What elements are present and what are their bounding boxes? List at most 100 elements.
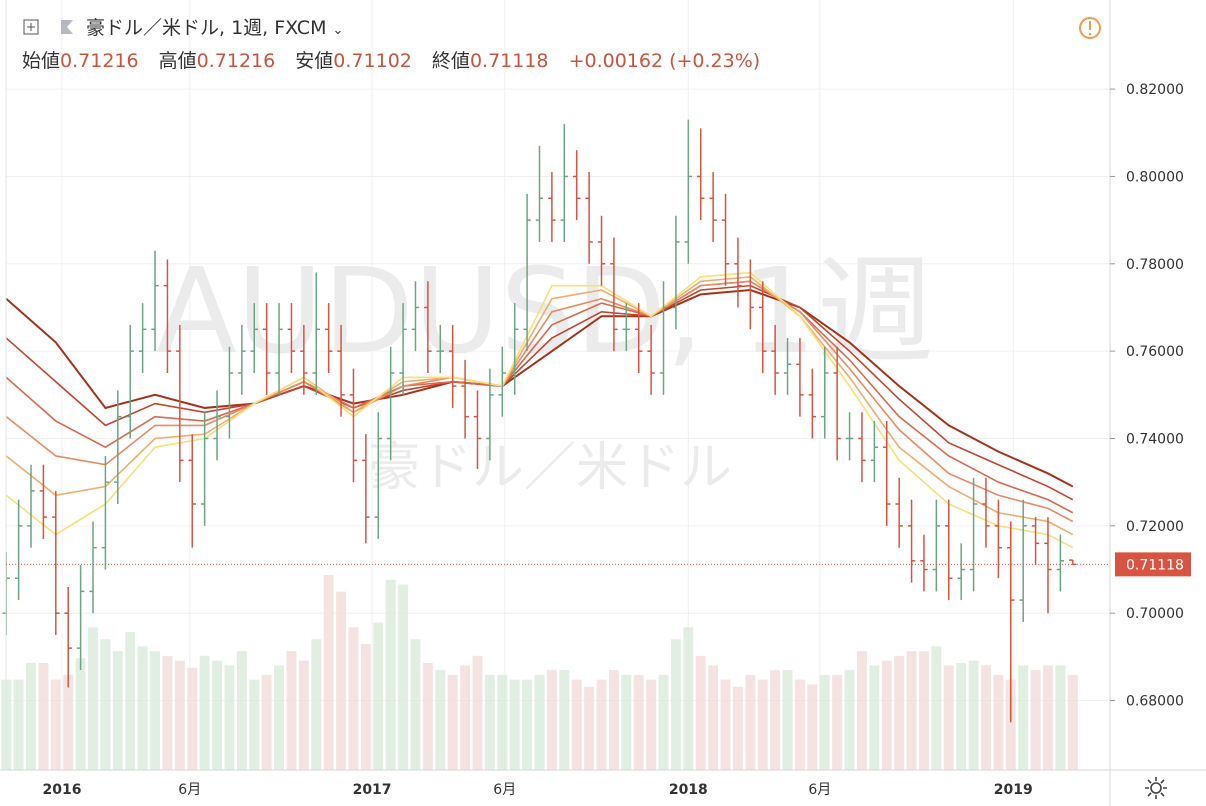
volume-bar (360, 643, 371, 770)
volume-bar (199, 655, 210, 770)
volume-bar (286, 651, 297, 770)
volume-bar (435, 670, 446, 770)
volume-bar (472, 655, 483, 770)
x-tick-label: 6月 (178, 782, 201, 798)
volume-bar (844, 670, 855, 770)
volume-bar (943, 665, 954, 770)
volume-bar (807, 684, 818, 770)
y-tick-label: 0.78000 (1126, 257, 1184, 273)
volume-bar (794, 679, 805, 770)
volume-bar (385, 579, 396, 770)
volume-bar (348, 627, 359, 770)
x-tick-label: 2018 (669, 782, 708, 798)
volume-bar (919, 651, 929, 770)
collapse-button[interactable] (23, 19, 39, 35)
volume-bar (236, 651, 247, 770)
volume-bar (447, 674, 458, 770)
settings-icon[interactable] (1145, 777, 1167, 799)
volume-bar (298, 660, 309, 770)
y-tick-label: 0.70000 (1126, 606, 1184, 622)
volume-bar (708, 665, 719, 770)
moving-average (5, 271, 1074, 549)
y-tick-label: 0.82000 (1126, 82, 1184, 98)
alert-icon[interactable] (1079, 17, 1101, 39)
volume-bar (732, 686, 743, 770)
ribbons (5, 271, 1074, 549)
value: 0.71118 (469, 50, 549, 72)
symbol[interactable]: 豪ドル／米ドル, 1週, FXCM ⌄ (86, 13, 343, 40)
volume-bar (162, 655, 173, 770)
volume (1, 575, 1078, 770)
volume-bar (274, 665, 285, 770)
volume-bar (187, 667, 198, 770)
moving-average (5, 276, 1074, 536)
volume-bar (881, 660, 892, 770)
volume-bar (869, 665, 880, 770)
volume-bar (559, 670, 570, 770)
volume-bar (1005, 679, 1016, 770)
volume-bar (1018, 665, 1029, 770)
volume-bar (224, 665, 235, 770)
volume-bar (509, 679, 520, 770)
volume-bar (1043, 665, 1053, 770)
volume-bar (323, 575, 334, 770)
ohlc-header: 始値0.71216 高値0.71216 安値0.71102 終値0.71118 … (22, 46, 774, 73)
volume-bar (410, 639, 421, 770)
value: 0.71216 (60, 50, 139, 72)
volume-bar (150, 651, 160, 770)
x-tick-label: 2016 (43, 782, 82, 798)
volume-bar (646, 679, 657, 770)
moving-average (5, 280, 1074, 523)
volume-bar (63, 674, 74, 770)
volume-bar (596, 679, 607, 770)
volume-bar (1067, 674, 1078, 770)
moving-average (5, 288, 1074, 488)
volume-bar (137, 646, 148, 770)
value: 0.71102 (333, 50, 412, 72)
label: 始値 (22, 50, 61, 72)
volume-bar (460, 665, 471, 770)
volume-bar (100, 639, 111, 770)
volume-bar (832, 674, 843, 770)
price-label: 0.71118 (1126, 557, 1184, 573)
volume-bar (968, 660, 979, 770)
volume-bar (956, 662, 967, 770)
volume-bar (819, 674, 830, 770)
volume-bar (621, 674, 632, 770)
volume-bar (546, 670, 557, 770)
volume-bar (745, 674, 756, 770)
volume-bar (770, 670, 781, 770)
price-label-box (1115, 552, 1191, 577)
y-tick-label: 0.68000 (1126, 694, 1184, 710)
x-tick-label: 6月 (493, 782, 516, 798)
volume-bar (856, 651, 867, 770)
moving-average (5, 284, 1074, 501)
x-tick-label: 2019 (994, 782, 1033, 798)
collapse-button (27, 23, 35, 31)
x-tick-label: 2017 (353, 782, 392, 798)
volume-bar (782, 670, 793, 770)
volume-bar (50, 679, 61, 770)
volume-bar (993, 674, 1004, 770)
price-bars (2, 119, 1077, 723)
volume-bar (981, 665, 991, 770)
y-tick-label: 0.74000 (1126, 432, 1184, 448)
volume-bar (422, 662, 433, 770)
symbol-text: 豪ドル／米ドル, 1週, FXCM (86, 17, 327, 39)
volume-bar (1030, 670, 1041, 770)
dropdown: ⌄ (332, 23, 344, 38)
value: 0.71216 (196, 50, 276, 72)
y-tick-label: 0.76000 (1126, 344, 1184, 360)
watermark-sub: 豪ドル／米ドル (368, 438, 732, 498)
volume-bar (174, 660, 185, 770)
label: 終値 (431, 50, 470, 72)
volume-bar (336, 591, 347, 770)
volume-bar (75, 658, 86, 770)
volume-bar (88, 627, 98, 770)
volume-bar (398, 584, 409, 770)
volume-bar (931, 646, 942, 770)
volume-bar (249, 679, 260, 770)
volume-bar (311, 639, 322, 770)
volume-bar (683, 627, 694, 770)
